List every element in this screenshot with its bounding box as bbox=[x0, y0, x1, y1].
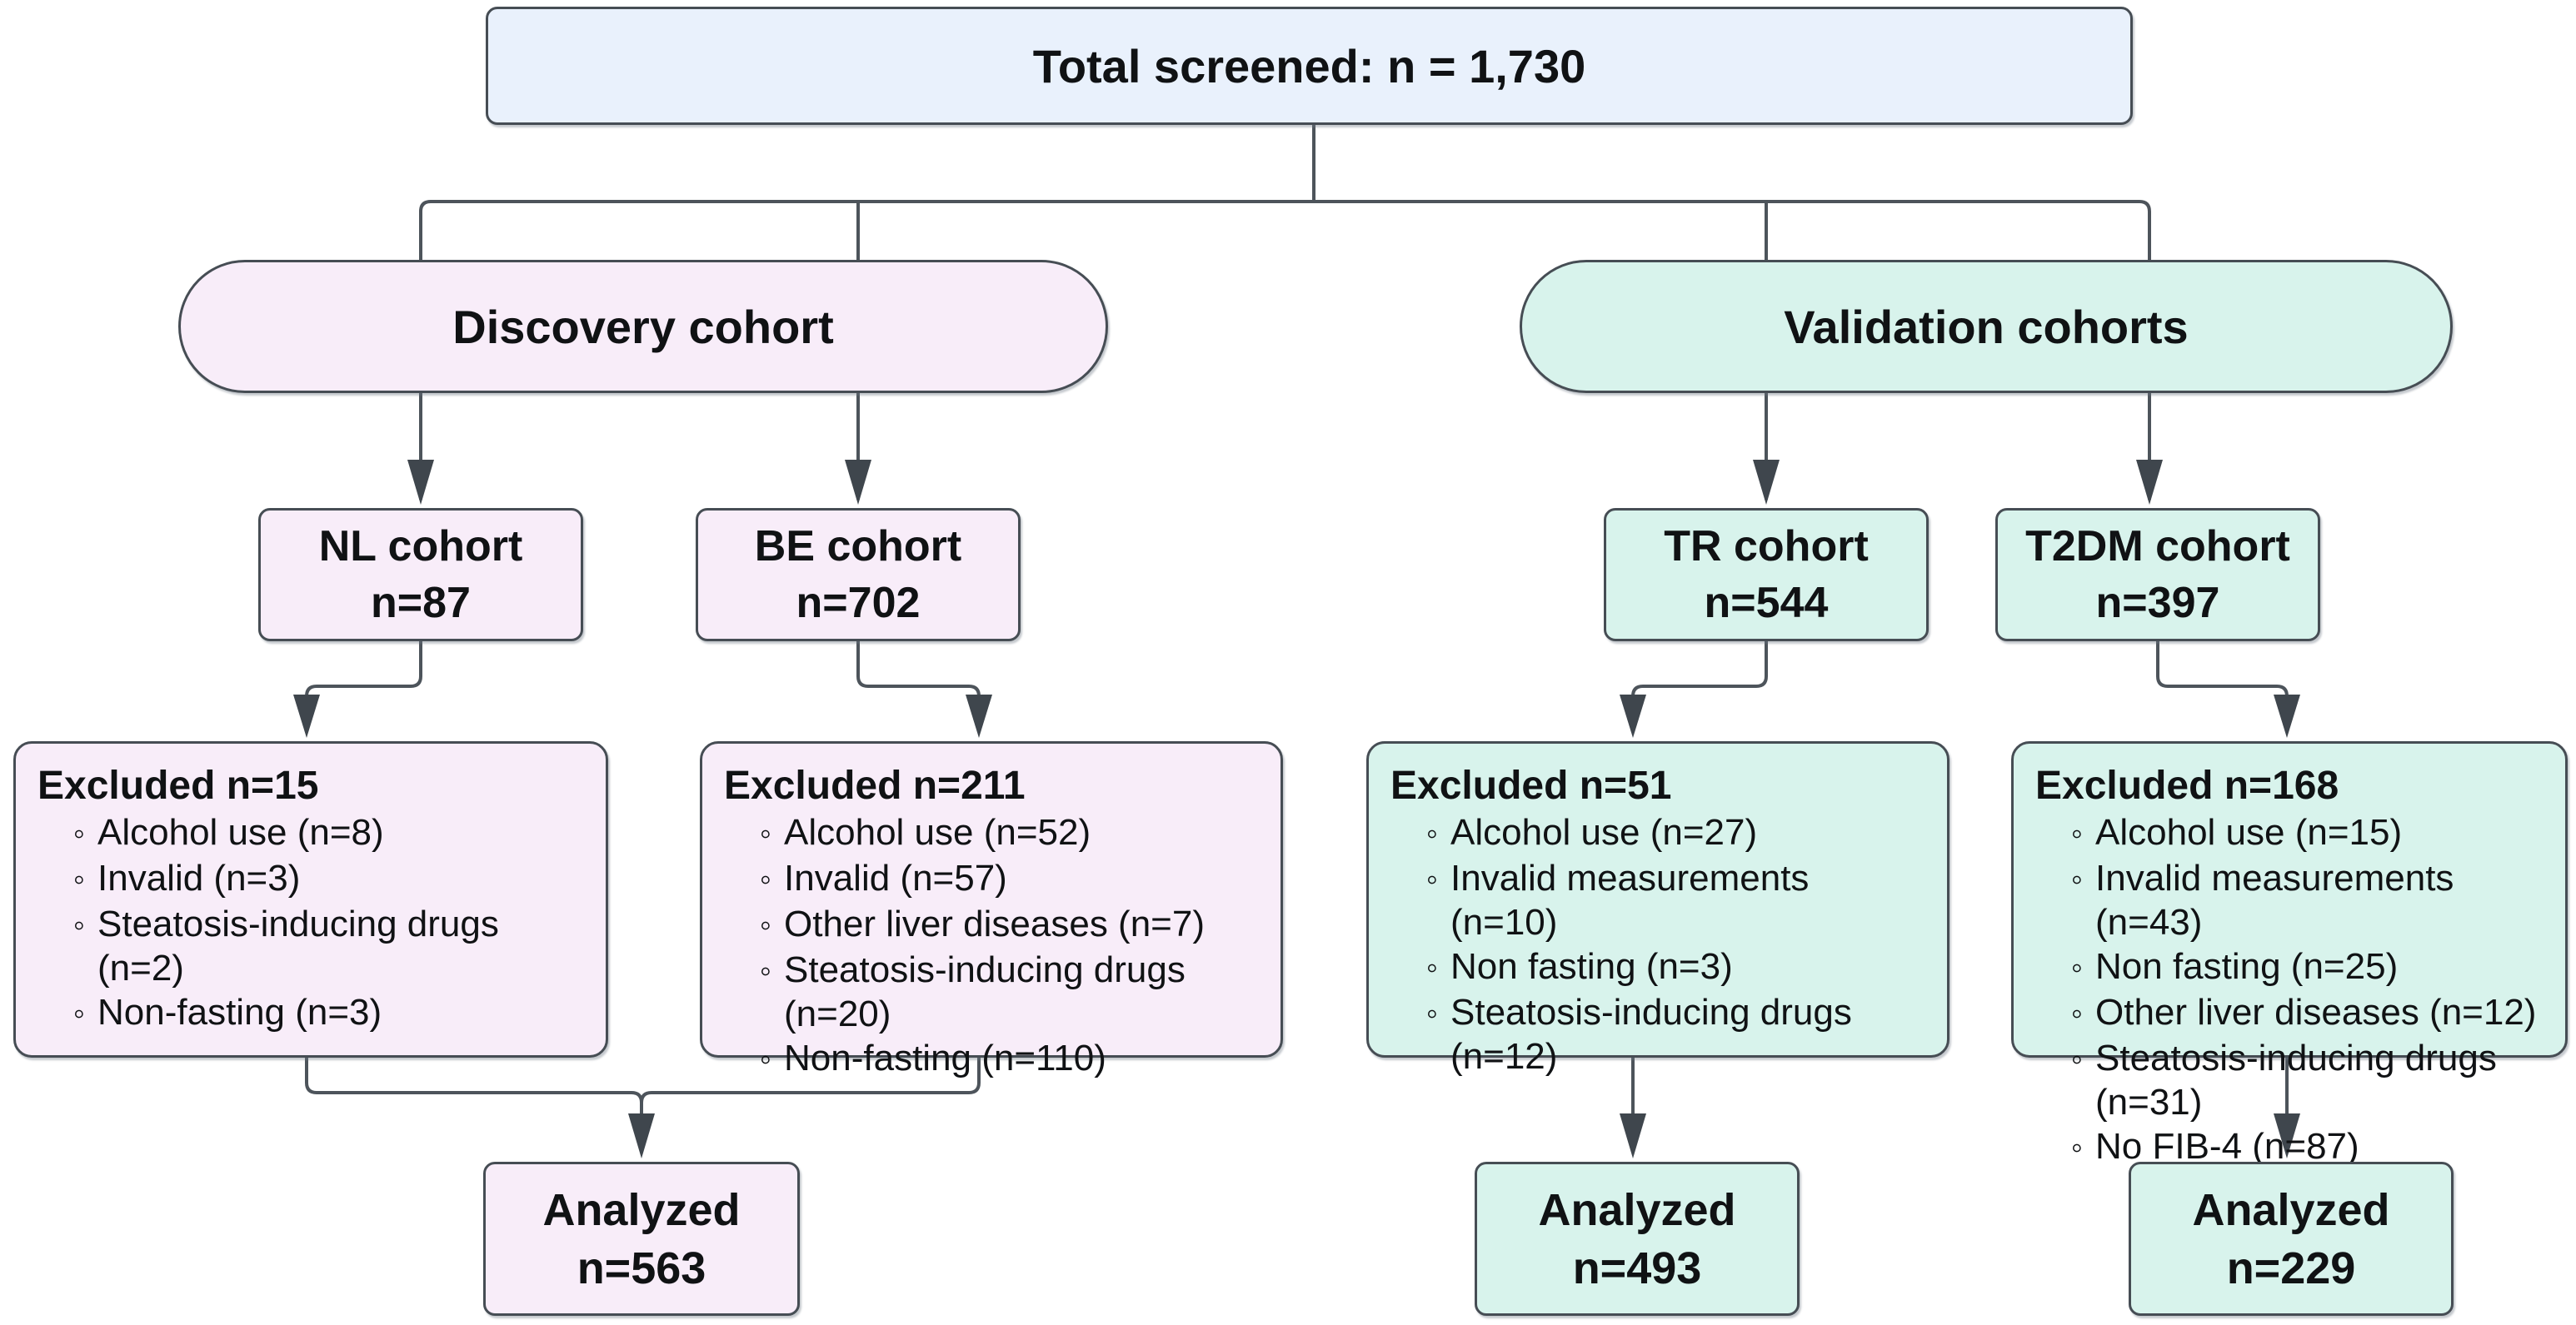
discovery-analyzed-box: Analyzed n=563 bbox=[483, 1162, 800, 1316]
excluded-item: Other liver diseases (n=12) bbox=[2059, 990, 2544, 1036]
bullet-icon bbox=[2059, 990, 2095, 1036]
nl-excluded-box: Excluded n=15 Alcohol use (n=8)Invalid (… bbox=[13, 741, 608, 1058]
bullet-icon bbox=[1414, 810, 1450, 856]
bullet-icon bbox=[2059, 944, 2095, 990]
validation-cohorts-pill: Validation cohorts bbox=[1520, 260, 2453, 393]
arrowhead-analyzed-tr bbox=[1620, 1113, 1646, 1158]
be-excluded-title: Excluded n=211 bbox=[724, 764, 1026, 808]
arrowhead-analyzed-discovery bbox=[628, 1113, 655, 1158]
excluded-item: Non-fasting (n=110) bbox=[747, 1036, 1259, 1082]
tr-cohort-n: n=544 bbox=[1704, 579, 1829, 627]
nl-cohort-box: NL cohort n=87 bbox=[258, 508, 583, 641]
arrowhead-tr bbox=[1753, 460, 1780, 505]
bullet-icon bbox=[2059, 1124, 2095, 1170]
nl-cohort-n: n=87 bbox=[371, 579, 471, 627]
arrowhead-be bbox=[845, 460, 871, 505]
tr-excluded-box: Excluded n=51 Alcohol use (n=27)Invalid … bbox=[1366, 741, 1949, 1077]
bullet-icon bbox=[747, 902, 784, 948]
discovery-cohort-pill: Discovery cohort bbox=[178, 260, 1108, 393]
tr-excluded-list: Alcohol use (n=27)Invalid measurements (… bbox=[1390, 810, 1925, 1078]
bullet-icon bbox=[747, 856, 784, 902]
t2dm-cohort-n: n=397 bbox=[2095, 579, 2220, 627]
t2dm-analyzed-n: n=229 bbox=[2226, 1243, 2356, 1293]
bullet-icon bbox=[1414, 856, 1450, 902]
bullet-icon bbox=[1414, 944, 1450, 990]
discovery-analyzed-label: Analyzed bbox=[542, 1184, 741, 1235]
excluded-item: Alcohol use (n=15) bbox=[2059, 810, 2544, 856]
bullet-icon bbox=[747, 948, 784, 994]
t2dm-excluded-box: Excluded n=168 Alcohol use (n=15)Invalid… bbox=[2011, 741, 2568, 1167]
connector-nl-excluded bbox=[305, 641, 422, 698]
t2dm-excluded-list: Alcohol use (n=15)Invalid measurements (… bbox=[2035, 810, 2544, 1170]
t2dm-analyzed-label: Analyzed bbox=[2192, 1184, 2390, 1235]
bullet-icon bbox=[747, 810, 784, 856]
connector-be-excluded bbox=[856, 641, 981, 698]
excluded-item: Non fasting (n=3) bbox=[1414, 944, 1925, 990]
tr-cohort-box: TR cohort n=544 bbox=[1604, 508, 1929, 641]
be-excluded-box: Excluded n=211 Alcohol use (n=52)Invalid… bbox=[700, 741, 1283, 1078]
nl-excluded-title: Excluded n=15 bbox=[37, 764, 319, 808]
excluded-item: Invalid (n=3) bbox=[61, 856, 584, 902]
t2dm-cohort-box: T2DM cohort n=397 bbox=[1995, 508, 2320, 641]
tr-analyzed-n: n=493 bbox=[1572, 1243, 1702, 1293]
bullet-icon bbox=[2059, 1036, 2095, 1082]
connector-split-bracket bbox=[419, 200, 2151, 500]
excluded-item: Steatosis-inducing drugs (n=2) bbox=[61, 902, 584, 990]
arrowhead-nl bbox=[407, 460, 434, 505]
bullet-icon bbox=[61, 902, 97, 948]
excluded-item: Alcohol use (n=27) bbox=[1414, 810, 1925, 856]
arrowhead-tr-excluded bbox=[1620, 695, 1646, 738]
connector-merge-right bbox=[640, 1058, 981, 1103]
be-cohort-name: BE cohort bbox=[754, 522, 962, 570]
bullet-icon bbox=[61, 810, 97, 856]
connector-tr-excluded bbox=[1631, 641, 1768, 698]
excluded-item: Steatosis-inducing drugs (n=12) bbox=[1414, 990, 1925, 1078]
excluded-item: Non fasting (n=25) bbox=[2059, 944, 2544, 990]
excluded-item: Invalid measurements (n=43) bbox=[2059, 856, 2544, 944]
arrowhead-nl-excluded bbox=[293, 695, 320, 738]
bullet-icon bbox=[2059, 856, 2095, 902]
tr-excluded-title: Excluded n=51 bbox=[1390, 764, 1672, 808]
discovery-analyzed-n: n=563 bbox=[577, 1243, 706, 1293]
nl-excluded-list: Alcohol use (n=8)Invalid (n=3)Steatosis-… bbox=[37, 810, 584, 1036]
nl-cohort-name: NL cohort bbox=[318, 522, 523, 570]
connector-t2dm-excluded bbox=[2156, 641, 2289, 698]
total-screened-label: Total screened: n = 1,730 bbox=[1032, 39, 1586, 92]
excluded-item: No FIB-4 (n=87) bbox=[2059, 1124, 2544, 1170]
tr-analyzed-box: Analyzed n=493 bbox=[1475, 1162, 1800, 1316]
excluded-item: Alcohol use (n=52) bbox=[747, 810, 1259, 856]
excluded-item: Steatosis-inducing drugs (n=20) bbox=[747, 948, 1259, 1036]
arrowhead-t2dm bbox=[2136, 460, 2163, 505]
bullet-icon bbox=[61, 990, 97, 1036]
excluded-item: Steatosis-inducing drugs (n=31) bbox=[2059, 1036, 2544, 1124]
arrowhead-analyzed-t2dm bbox=[2274, 1113, 2300, 1158]
bullet-icon bbox=[2059, 810, 2095, 856]
tr-cohort-name: TR cohort bbox=[1664, 522, 1869, 570]
t2dm-excluded-title: Excluded n=168 bbox=[2035, 764, 2339, 808]
excluded-item: Invalid (n=57) bbox=[747, 856, 1259, 902]
excluded-item: Alcohol use (n=8) bbox=[61, 810, 584, 856]
excluded-item: Non-fasting (n=3) bbox=[61, 990, 584, 1036]
t2dm-analyzed-box: Analyzed n=229 bbox=[2129, 1162, 2454, 1316]
bullet-icon bbox=[61, 856, 97, 902]
excluded-item: Invalid measurements (n=10) bbox=[1414, 856, 1925, 944]
t2dm-cohort-name: T2DM cohort bbox=[2025, 522, 2290, 570]
discovery-cohort-label: Discovery cohort bbox=[452, 300, 834, 353]
bullet-icon bbox=[747, 1036, 784, 1082]
be-cohort-box: BE cohort n=702 bbox=[696, 508, 1021, 641]
arrowhead-t2dm-excluded bbox=[2274, 695, 2300, 738]
bullet-icon bbox=[1414, 990, 1450, 1036]
tr-analyzed-label: Analyzed bbox=[1538, 1184, 1736, 1235]
total-screened-box: Total screened: n = 1,730 bbox=[486, 7, 2133, 125]
validation-cohorts-label: Validation cohorts bbox=[1784, 300, 2189, 353]
be-cohort-n: n=702 bbox=[796, 579, 921, 627]
connector-merge-left bbox=[305, 1058, 643, 1114]
arrowhead-be-excluded bbox=[966, 695, 992, 738]
excluded-item: Other liver diseases (n=7) bbox=[747, 902, 1259, 948]
be-excluded-list: Alcohol use (n=52)Invalid (n=57)Other li… bbox=[724, 810, 1259, 1082]
